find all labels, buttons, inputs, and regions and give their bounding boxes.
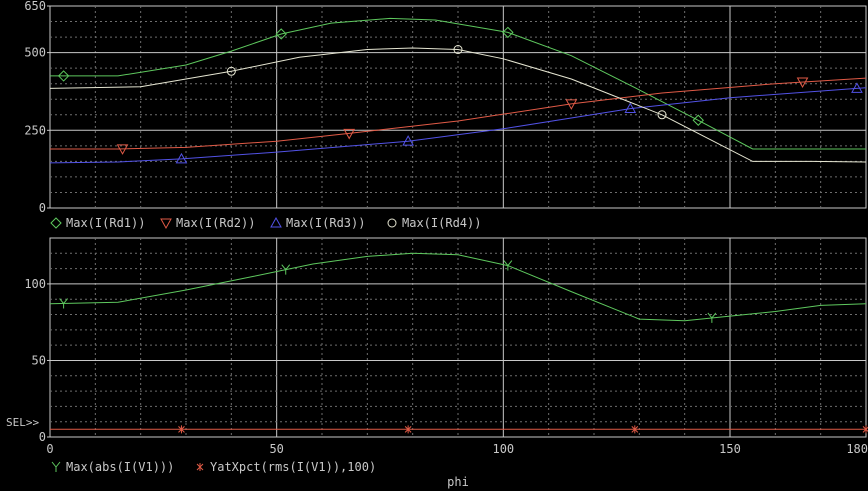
series-1	[50, 425, 868, 434]
series-marker	[851, 82, 863, 93]
legend-label: Max(I(Rd2))	[176, 216, 255, 230]
plot-frame	[49, 237, 867, 438]
series-marker	[59, 298, 68, 309]
legend-marker	[270, 216, 282, 228]
series-marker	[453, 45, 463, 55]
series-marker	[565, 99, 578, 110]
series-3	[49, 45, 867, 163]
legend-marker	[51, 461, 61, 472]
series-marker	[796, 77, 809, 89]
x-tick-label: 180	[846, 442, 868, 456]
series-marker	[275, 28, 287, 40]
x-tick-label: 50	[269, 442, 283, 456]
y-tick-label: 500	[24, 46, 46, 60]
legend-label: Max(I(Rd4))	[402, 216, 481, 230]
series-marker	[404, 425, 412, 434]
series-2	[49, 82, 867, 164]
y-tick-label: 0	[39, 430, 46, 444]
series-marker	[116, 144, 129, 155]
x-axis-label: phi	[447, 475, 469, 489]
x-tick-label: 0	[46, 442, 53, 456]
series-marker	[657, 110, 667, 120]
y-tick-label: 0	[39, 201, 46, 215]
legend-marker	[160, 218, 172, 230]
series-line	[49, 87, 867, 164]
top-plot-area: 0 250 500 650	[24, 0, 867, 215]
bottom-plot-area: 0 50 100 0 50 100 150 180	[24, 237, 868, 456]
y-tick-label: 650	[24, 0, 46, 13]
legend-label: Max(I(Rd1))	[66, 216, 145, 230]
series-line	[49, 252, 867, 322]
series-marker	[226, 66, 236, 76]
legend-label: Max(abs(I(V1)))	[66, 460, 174, 474]
series-marker	[57, 70, 70, 82]
series-0	[49, 252, 867, 323]
selection-marker: SEL>>	[6, 416, 39, 429]
series-1	[50, 77, 867, 155]
x-tick-label: 150	[719, 442, 741, 456]
series-line	[49, 47, 867, 163]
series-line	[50, 77, 867, 150]
series-marker	[402, 135, 414, 146]
y-tick-label: 100	[24, 277, 46, 291]
y-tick-label: 50	[32, 353, 46, 367]
series-marker	[175, 152, 188, 164]
legend-marker	[387, 218, 397, 228]
series-marker	[631, 425, 639, 434]
y-tick-label: 250	[24, 123, 46, 137]
series-0	[50, 17, 866, 150]
bottom-legend: Max(abs(I(V1))) YatXpct(rms(I(V1)),100)	[51, 460, 376, 474]
series-marker	[343, 128, 356, 140]
legend-label: YatXpct(rms(I(V1)),100)	[210, 460, 376, 474]
top-legend: Max(I(Rd1)) Max(I(Rd2)) Max(I(Rd3)) Max(I(R…	[50, 216, 481, 230]
legend-marker	[50, 217, 62, 229]
series-marker	[692, 114, 704, 126]
series-marker	[707, 312, 717, 323]
series-line	[50, 17, 866, 150]
series-marker	[178, 425, 185, 434]
series-marker	[502, 26, 514, 39]
legend-label: Max(I(Rd3))	[286, 216, 365, 230]
series-marker	[503, 260, 513, 271]
legend-marker	[196, 463, 204, 471]
x-tick-label: 100	[492, 442, 514, 456]
series-marker	[624, 102, 637, 114]
series-marker	[862, 425, 868, 434]
series-marker	[281, 264, 291, 275]
